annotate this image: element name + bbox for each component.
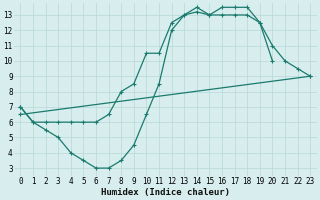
X-axis label: Humidex (Indice chaleur): Humidex (Indice chaleur) xyxy=(101,188,230,197)
